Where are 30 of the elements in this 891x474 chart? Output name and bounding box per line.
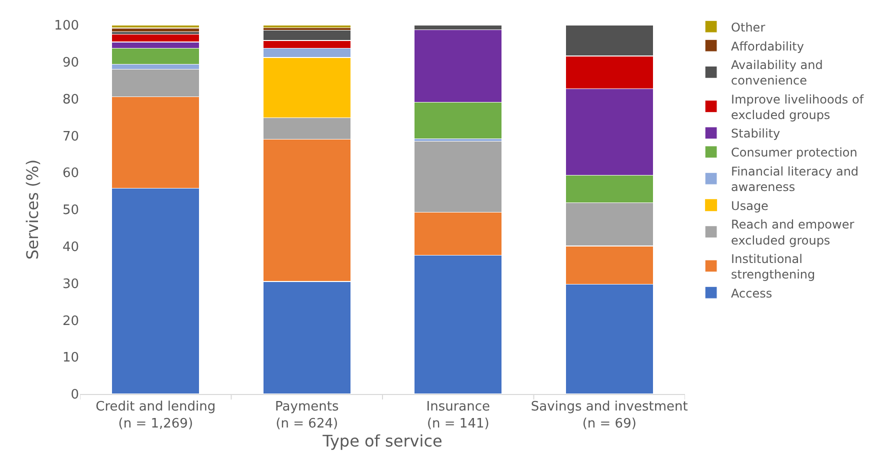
y-tick-label: 30 bbox=[62, 276, 79, 292]
legend-label: Financial literacy and awareness bbox=[731, 164, 859, 194]
y-tick-label: 90 bbox=[62, 55, 79, 70]
x-axis-title: Type of service bbox=[322, 432, 442, 450]
y-tick-label: 60 bbox=[62, 166, 79, 182]
legend-label: Reach and empower excluded groups bbox=[731, 218, 854, 248]
legend-label: Usage bbox=[731, 198, 768, 213]
bar bbox=[111, 25, 200, 28]
y-tick-label: 70 bbox=[62, 129, 79, 144]
y-axis-title: Services (%) bbox=[23, 159, 42, 260]
y-tick-label: 80 bbox=[62, 92, 79, 108]
x-tick-label: Credit and lending (n = 1,269) bbox=[96, 400, 216, 432]
legend-label: Availability and convenience bbox=[731, 58, 823, 88]
bar bbox=[262, 25, 352, 28]
legend-label: Affordability bbox=[731, 39, 804, 54]
y-tick-label: 0 bbox=[70, 388, 79, 403]
legend-label: Consumer protection bbox=[731, 146, 858, 160]
legend-label: Other bbox=[731, 20, 766, 34]
legend-label: Improve livelihoods of excluded groups bbox=[731, 92, 864, 122]
x-tick-label: Savings and investment (n = 69) bbox=[530, 400, 688, 432]
x-tick-label: Insurance (n = 141) bbox=[426, 400, 490, 432]
y-tick-label: 100 bbox=[54, 18, 79, 34]
y-tick-label: 10 bbox=[62, 350, 79, 366]
y-tick-label: 20 bbox=[62, 314, 79, 329]
y-tick-label: 40 bbox=[62, 240, 79, 255]
x-tick-label: Payments (n = 624) bbox=[275, 400, 339, 432]
y-tick-label: 50 bbox=[62, 203, 79, 218]
legend-label: Stability bbox=[731, 126, 780, 141]
legend-label: Institutional strengthening bbox=[731, 252, 816, 282]
legend-label: Access bbox=[731, 286, 772, 300]
